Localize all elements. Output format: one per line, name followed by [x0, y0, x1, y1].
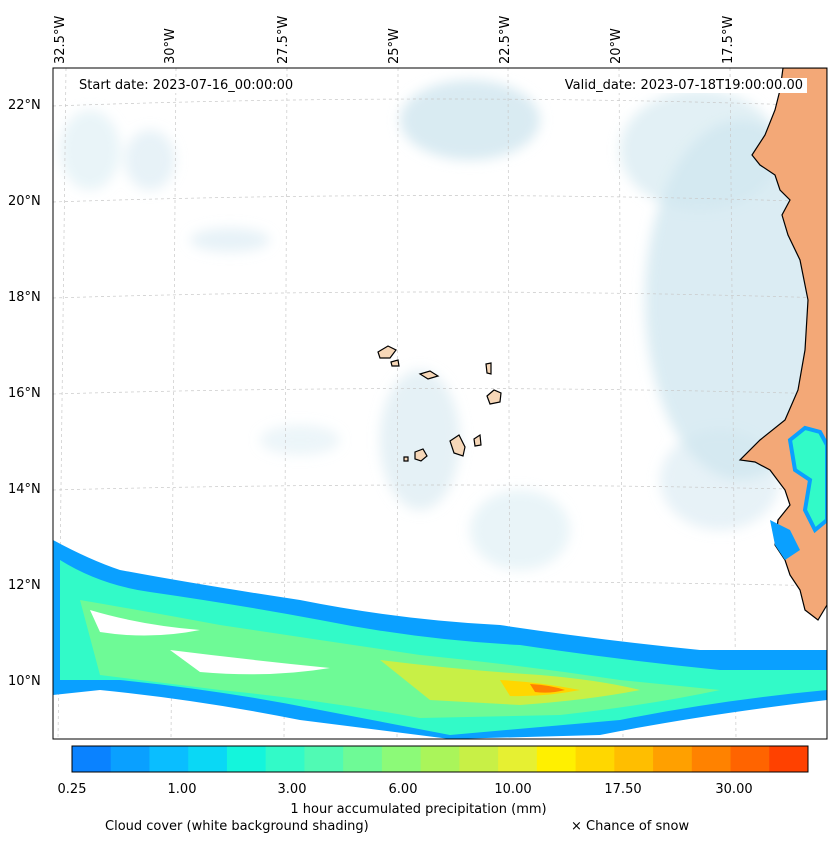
lat-label: 10°N	[8, 674, 41, 689]
lat-label: 14°N	[8, 482, 41, 497]
colorbar-frame	[71, 745, 809, 773]
colorbar-segment	[304, 746, 344, 772]
colorbar-tick-label: 1.00	[167, 782, 197, 797]
colorbar-segment	[188, 746, 228, 772]
colorbar-tick-label: 6.00	[388, 782, 418, 797]
valid-date-label: Valid_date: 2023-07-18T19:00:00.00	[560, 78, 807, 93]
lon-label: 25°W	[387, 28, 402, 64]
colorbar-segment	[420, 746, 460, 772]
colorbar-segment	[343, 746, 383, 772]
colorbar-tick-label: 30.00	[715, 782, 753, 797]
colorbar-segment	[536, 746, 577, 772]
colorbar-segment	[614, 746, 654, 772]
colorbar-segment	[498, 746, 538, 772]
start-date-label: Start date: 2023-07-16_00:00:00	[75, 78, 298, 93]
cape-verde-islands	[377, 345, 502, 462]
colorbar-segment	[575, 746, 615, 772]
colorbar-segment	[265, 746, 305, 772]
colorbar-tick-label: 0.25	[57, 782, 87, 797]
cloud-cover-label: Cloud cover (white background shading)	[105, 819, 369, 834]
colorbar-segment	[691, 746, 732, 772]
africa-coast-land	[738, 68, 827, 621]
colorbar-segment	[110, 746, 150, 772]
lon-label: 27.5°W	[276, 15, 291, 64]
cloud-cover-shading	[60, 80, 827, 570]
lon-label: 32.5°W	[53, 15, 68, 64]
colorbar-tick-label: 10.00	[494, 782, 532, 797]
snow-chance-label: × Chance of snow	[571, 819, 690, 834]
colorbar-segment	[381, 746, 422, 772]
lat-label: 12°N	[8, 578, 41, 593]
colorbar-title: 1 hour accumulated precipitation (mm)	[290, 802, 547, 817]
lat-label: 16°N	[8, 386, 41, 401]
lat-label: 20°N	[8, 194, 41, 209]
precipitation-field	[53, 425, 827, 739]
colorbar-tick-label: 17.50	[604, 782, 642, 797]
map-frame	[52, 67, 828, 740]
colorbar-segment	[769, 746, 809, 772]
colorbar-segment	[730, 746, 770, 772]
colorbar-segment	[226, 746, 267, 772]
colorbar-segment	[72, 746, 112, 772]
colorbar-segment	[459, 746, 499, 772]
colorbar-segment	[149, 746, 189, 772]
precipitation-colorbar	[71, 745, 809, 773]
lon-label: 17.5°W	[721, 15, 736, 64]
lon-label: 22.5°W	[498, 15, 513, 64]
colorbar-segment	[653, 746, 693, 772]
lat-label: 18°N	[8, 290, 41, 305]
lon-label: 30°W	[163, 28, 178, 64]
colorbar-tick-label: 3.00	[277, 782, 307, 797]
lat-label: 22°N	[8, 98, 41, 113]
lon-label: 20°W	[609, 28, 624, 64]
